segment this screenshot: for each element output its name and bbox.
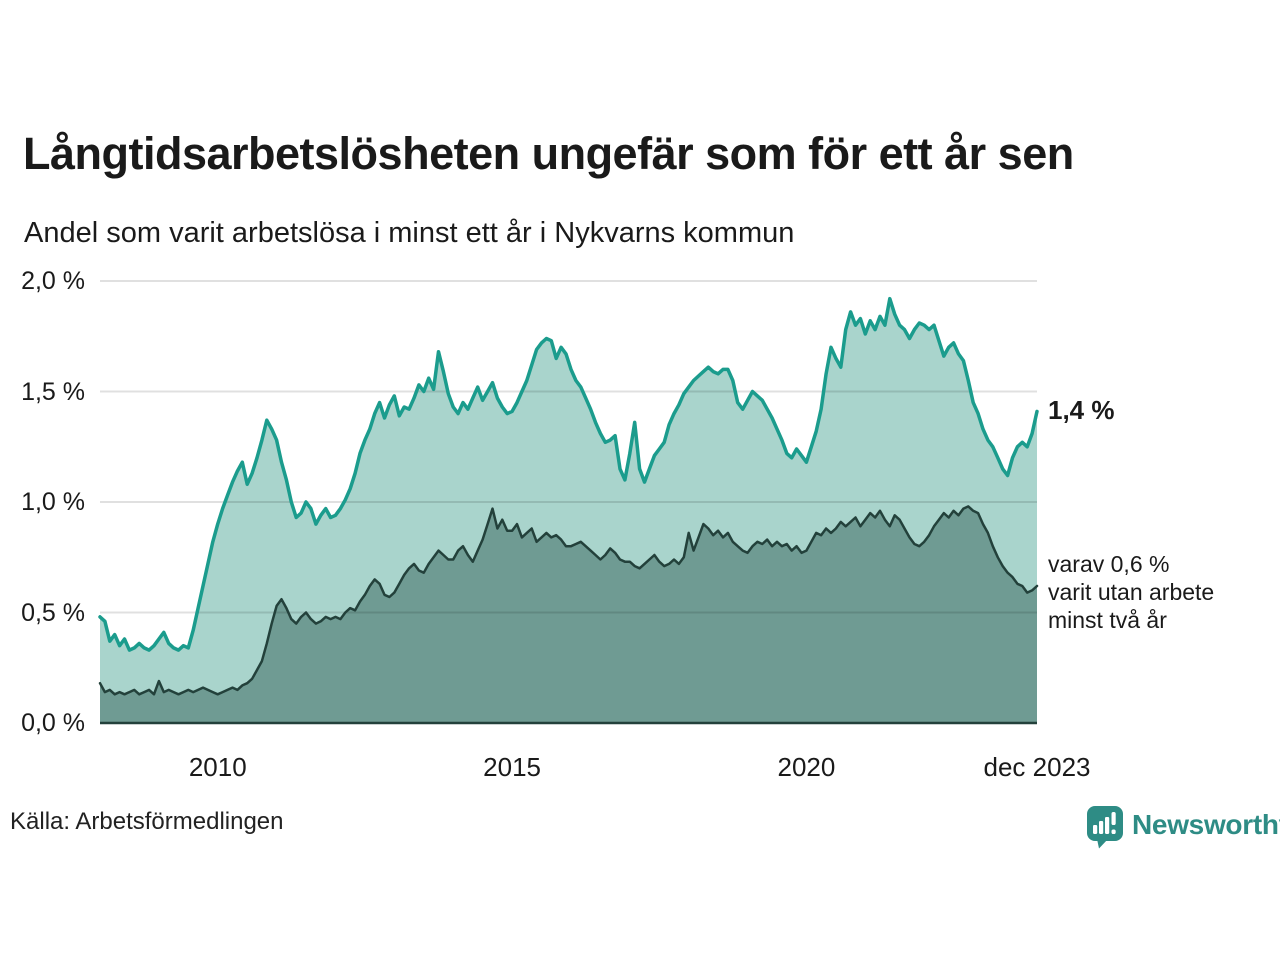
subset-label-line-2: varit utan arbete [1048,579,1215,605]
chart-subtitle: Andel som varit arbetslösa i minst ett å… [24,217,795,249]
source-attribution: Källa: Arbetsförmedlingen [10,808,284,835]
newsworthy-logo: Newsworthy [1086,805,1280,849]
x-axis-label: dec 2023 [983,752,1091,782]
page-title: Långtidsarbetslösheten ungefär som för e… [23,128,1074,179]
bar-chart-bubble-icon [1087,806,1123,849]
x-axis-label: 2020 [777,752,836,782]
subset-value-label: varav 0,6 % varit utan arbete minst två … [1048,550,1214,634]
logo-wordmark: Newsworthy [1132,809,1280,840]
subset-label-line-1: varav 0,6 % [1048,551,1170,577]
y-axis-label: 1,5 % [21,377,85,406]
y-axis-label: 0,5 % [21,598,85,627]
x-axis-label: 2010 [188,752,247,782]
y-axis-label: 1,0 % [21,488,85,516]
y-axis-label: 0,0 % [21,709,85,737]
y-axis-label: 2,0 % [21,267,85,295]
x-axis-label: 2015 [483,752,541,782]
subset-label-line-3: minst två år [1048,607,1167,633]
latest-value-label: 1,4 % [1048,395,1115,425]
